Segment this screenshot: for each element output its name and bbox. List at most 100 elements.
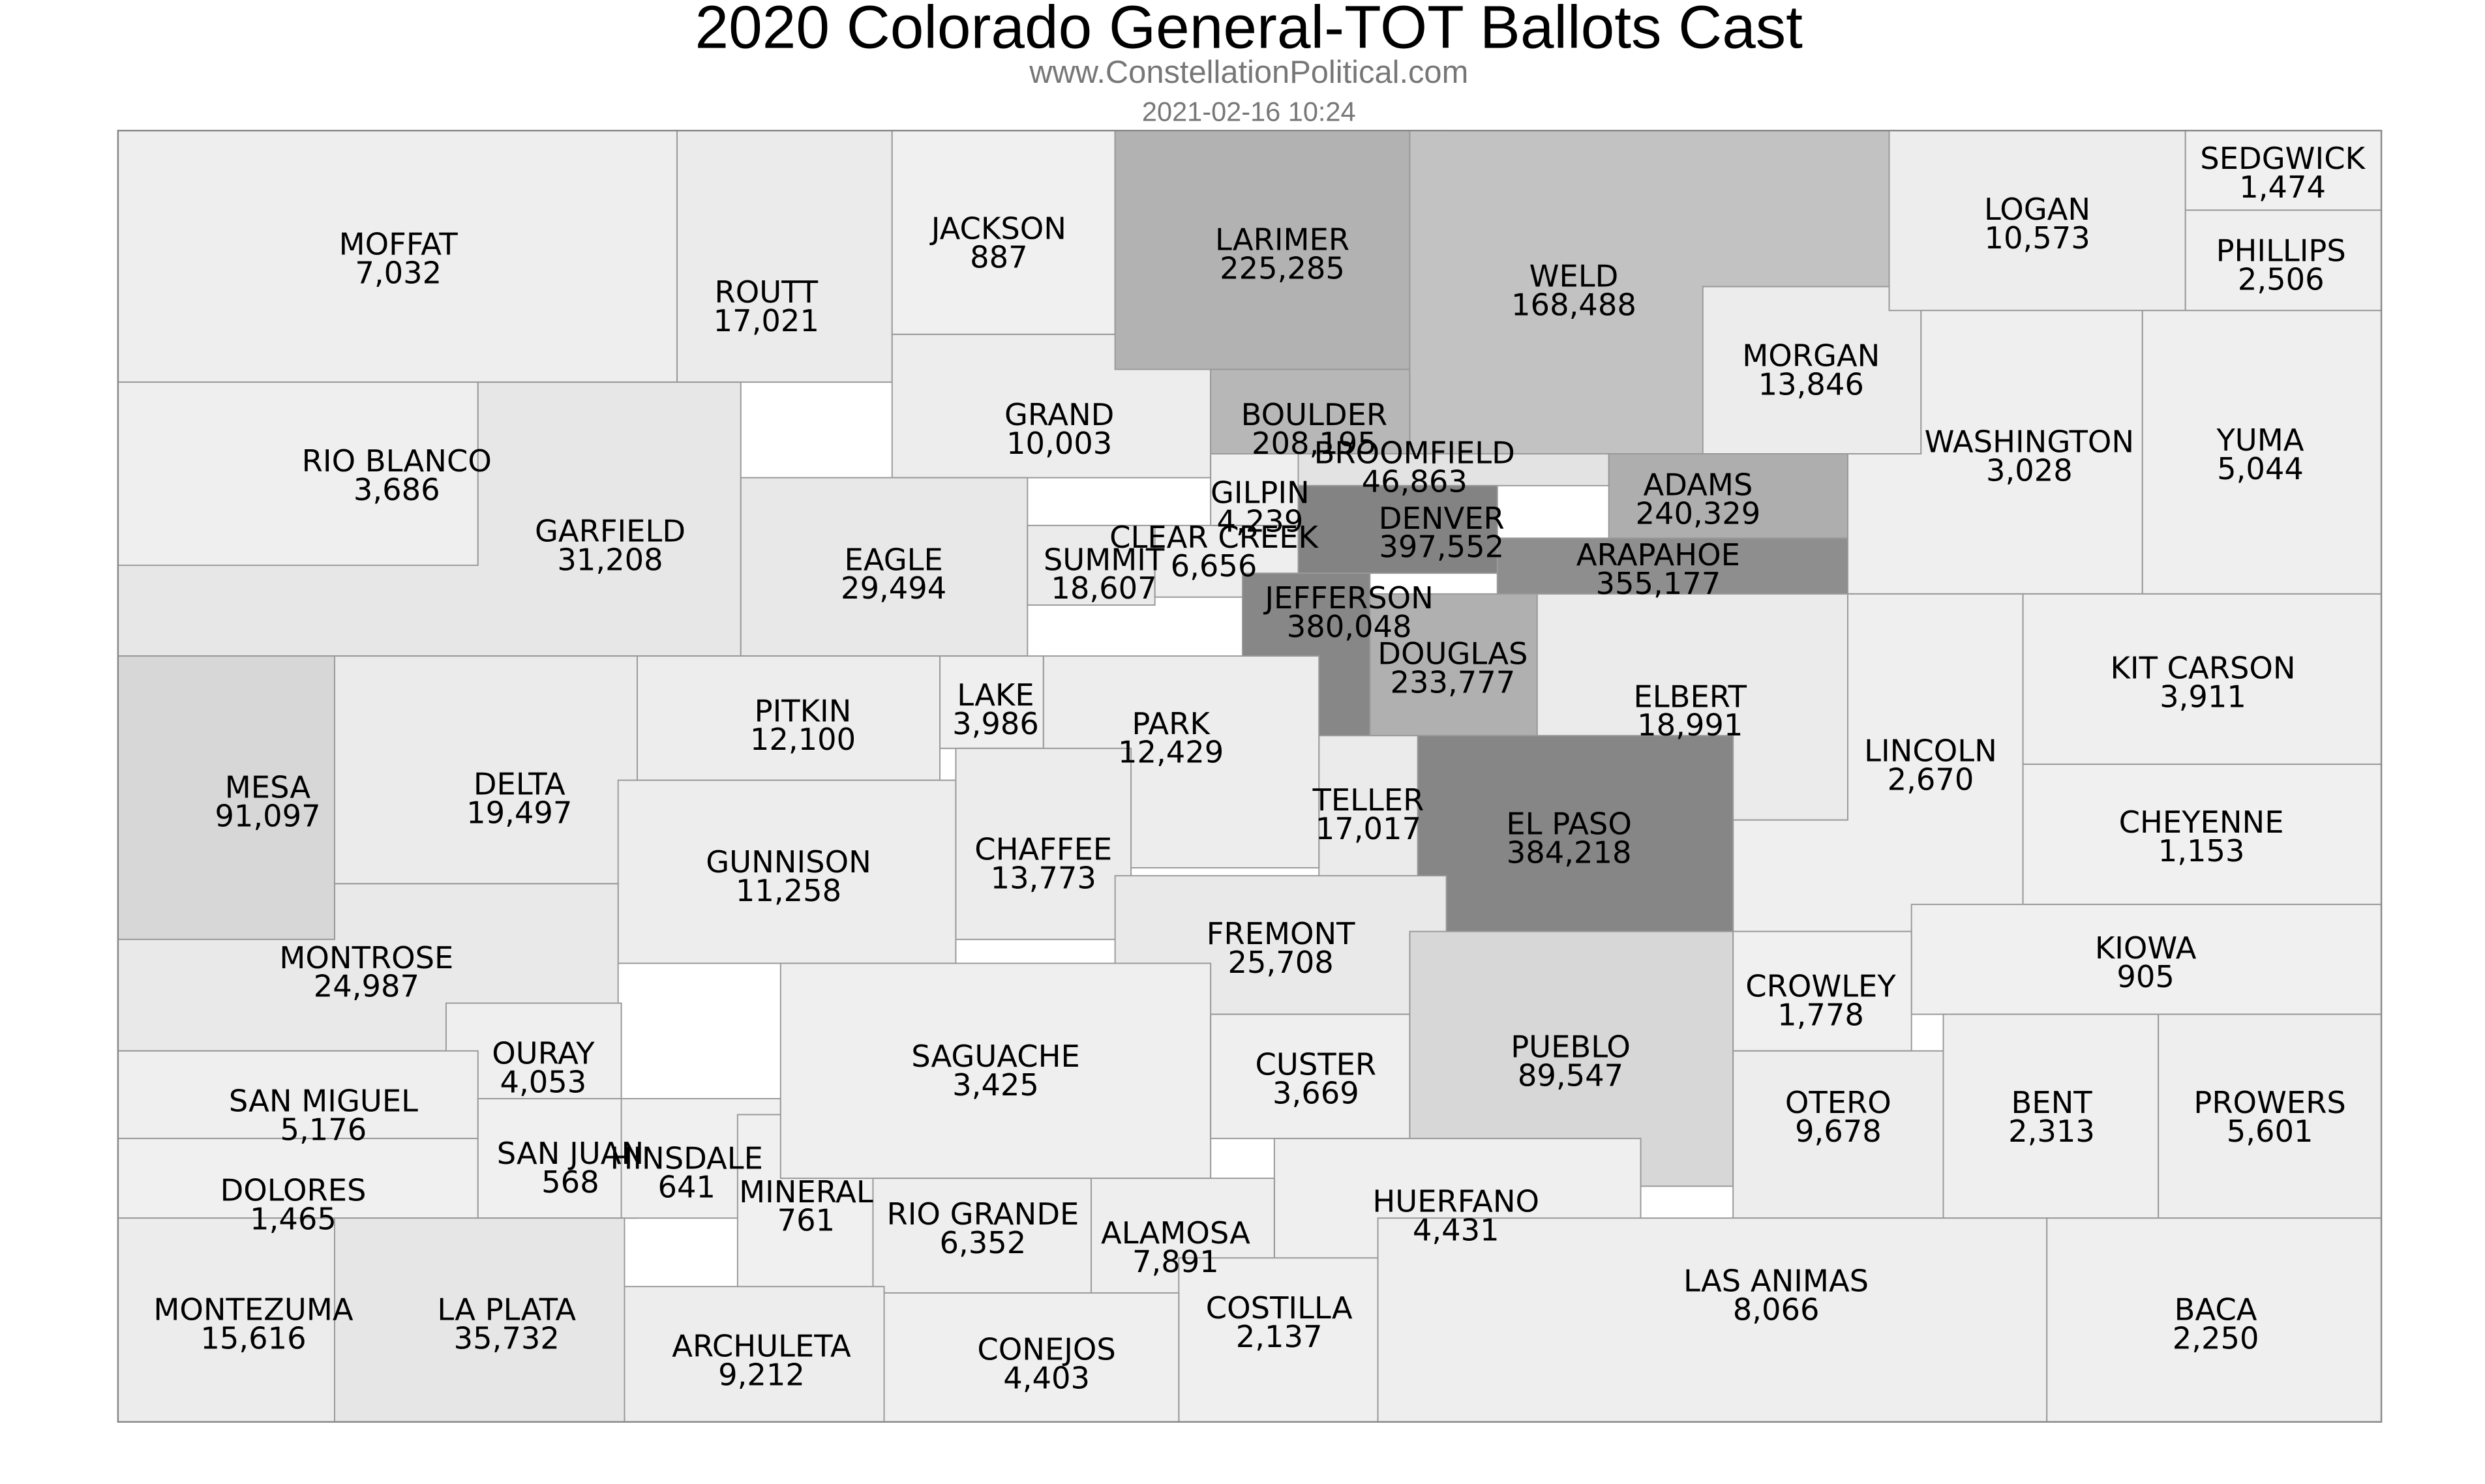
county <box>1732 1050 1944 1219</box>
county <box>779 962 1212 1180</box>
county-name: CROWLEY <box>1745 969 1896 1004</box>
county-name: LINCOLN <box>1864 733 1997 768</box>
source: www.ConstellationPolitical.com <box>1029 55 1468 90</box>
county <box>1496 537 1848 595</box>
county-name: PARK <box>1132 706 1211 741</box>
counties <box>117 130 2383 1423</box>
county-ballots: 12,429 <box>1118 735 1224 770</box>
county-name: MONTEZUMA <box>153 1292 354 1327</box>
county <box>624 1286 885 1423</box>
county-ballots: 1,153 <box>2158 833 2245 868</box>
county-ballots: 15,616 <box>200 1320 306 1356</box>
county-ballots: 29,494 <box>841 571 946 606</box>
county-ballots: 384,218 <box>1507 835 1632 870</box>
county-name: MESA <box>225 769 311 805</box>
county-name: SAN JUAN <box>497 1136 644 1171</box>
county-ballots: 31,208 <box>557 542 663 577</box>
county-name: DENVER <box>1379 501 1505 536</box>
county <box>334 1217 625 1423</box>
county-ballots: 7,032 <box>355 256 442 291</box>
county-name: FREMONT <box>1207 916 1355 951</box>
county-name: LOGAN <box>1984 192 2090 227</box>
county-name: ARCHULETA <box>672 1329 851 1364</box>
county-name: GRAND <box>1004 397 1114 432</box>
county <box>1377 1217 2048 1423</box>
county-name: YUMA <box>2216 423 2304 458</box>
county <box>676 130 893 383</box>
county <box>1417 735 1734 932</box>
county-name: LA PLATA <box>437 1292 576 1327</box>
county-name: RIO BLANCO <box>302 443 492 479</box>
county-name: LAS ANIMAS <box>1683 1264 1869 1299</box>
county-name: HUERFANO <box>1372 1183 1539 1219</box>
county <box>872 1178 1092 1294</box>
county <box>1942 1013 2160 1219</box>
county-ballots: 12,100 <box>750 722 856 757</box>
county-ballots: 4,239 <box>1216 504 1303 539</box>
county-name: SUMMIT <box>1044 542 1165 577</box>
county-name: BACA <box>2175 1292 2257 1327</box>
county-name: MOFFAT <box>339 227 459 262</box>
county-ballots: 355,177 <box>1595 566 1721 601</box>
county-name: MINERAL <box>739 1174 873 1209</box>
county-name: HINSDALE <box>610 1140 763 1176</box>
county-ballots: 19,497 <box>466 795 572 831</box>
county-ballots: 168,488 <box>1511 288 1636 323</box>
county-ballots: 5,601 <box>2227 1114 2313 1149</box>
county-ballots: 887 <box>970 239 1028 275</box>
county-ballots: 2,137 <box>1236 1319 1323 1354</box>
county-name: EL PASO <box>1506 807 1632 842</box>
county-ballots: 3,911 <box>2160 679 2246 714</box>
county-ballots: 3,986 <box>952 706 1039 741</box>
county-name: MONTROSE <box>279 940 453 975</box>
county-ballots: 397,552 <box>1379 529 1504 565</box>
county-name: SEDGWICK <box>2200 141 2366 176</box>
county-ballots: 3,425 <box>952 1067 1039 1103</box>
county-name: ELBERT <box>1634 679 1747 714</box>
county <box>883 1292 1180 1423</box>
county-name: PITKIN <box>755 693 852 728</box>
county-ballots: 3,028 <box>1986 453 2073 488</box>
county-name: KIOWA <box>2095 930 2197 966</box>
county-name: WELD <box>1529 259 1619 294</box>
county-name: CONEJOS <box>977 1332 1116 1367</box>
county-ballots: 2,670 <box>1888 762 1974 797</box>
county <box>1178 1257 1379 1423</box>
county <box>117 1217 336 1423</box>
county-name: ROUTT <box>715 275 819 310</box>
county-ballots: 9,678 <box>1795 1114 1882 1149</box>
county-ballots: 9,212 <box>718 1358 805 1393</box>
county-ballots: 761 <box>777 1203 836 1238</box>
county <box>1114 130 1446 370</box>
county-name: GUNNISON <box>706 844 871 880</box>
county-ballots: 5,176 <box>280 1112 367 1148</box>
county-name: TELLER <box>1312 782 1424 818</box>
county-name: GARFIELD <box>535 513 685 548</box>
county-ballots: 7,891 <box>1132 1244 1219 1279</box>
county <box>1210 368 1411 454</box>
county-ballots: 641 <box>657 1169 715 1204</box>
county-name: WASHINGTON <box>1925 424 2135 460</box>
county-name: SAN MIGUEL <box>229 1084 418 1119</box>
county <box>637 655 941 781</box>
county <box>939 655 1044 749</box>
county <box>477 1098 638 1219</box>
county <box>1297 453 1610 486</box>
county-ballots: 4,431 <box>1413 1212 1499 1247</box>
county-ballots: 380,048 <box>1287 609 1412 644</box>
county-ballots: 225,285 <box>1220 250 1345 286</box>
county-ballots: 4,403 <box>1003 1360 1090 1395</box>
county-ballots: 10,003 <box>1006 426 1112 461</box>
county-name: CHAFFEE <box>974 832 1112 867</box>
county-ballots: 17,017 <box>1316 811 1421 846</box>
county-name: EAGLE <box>845 542 943 577</box>
county-name: CHEYENNE <box>2119 805 2284 840</box>
county-name: OURAY <box>492 1035 595 1071</box>
county-name: JEFFERSON <box>1263 580 1433 616</box>
county-ballots: 208,195 <box>1252 426 1377 461</box>
county <box>117 655 336 940</box>
county-ballots: 2,250 <box>2173 1320 2259 1356</box>
county-ballots: 24,987 <box>314 969 419 1004</box>
county <box>1702 286 1922 454</box>
